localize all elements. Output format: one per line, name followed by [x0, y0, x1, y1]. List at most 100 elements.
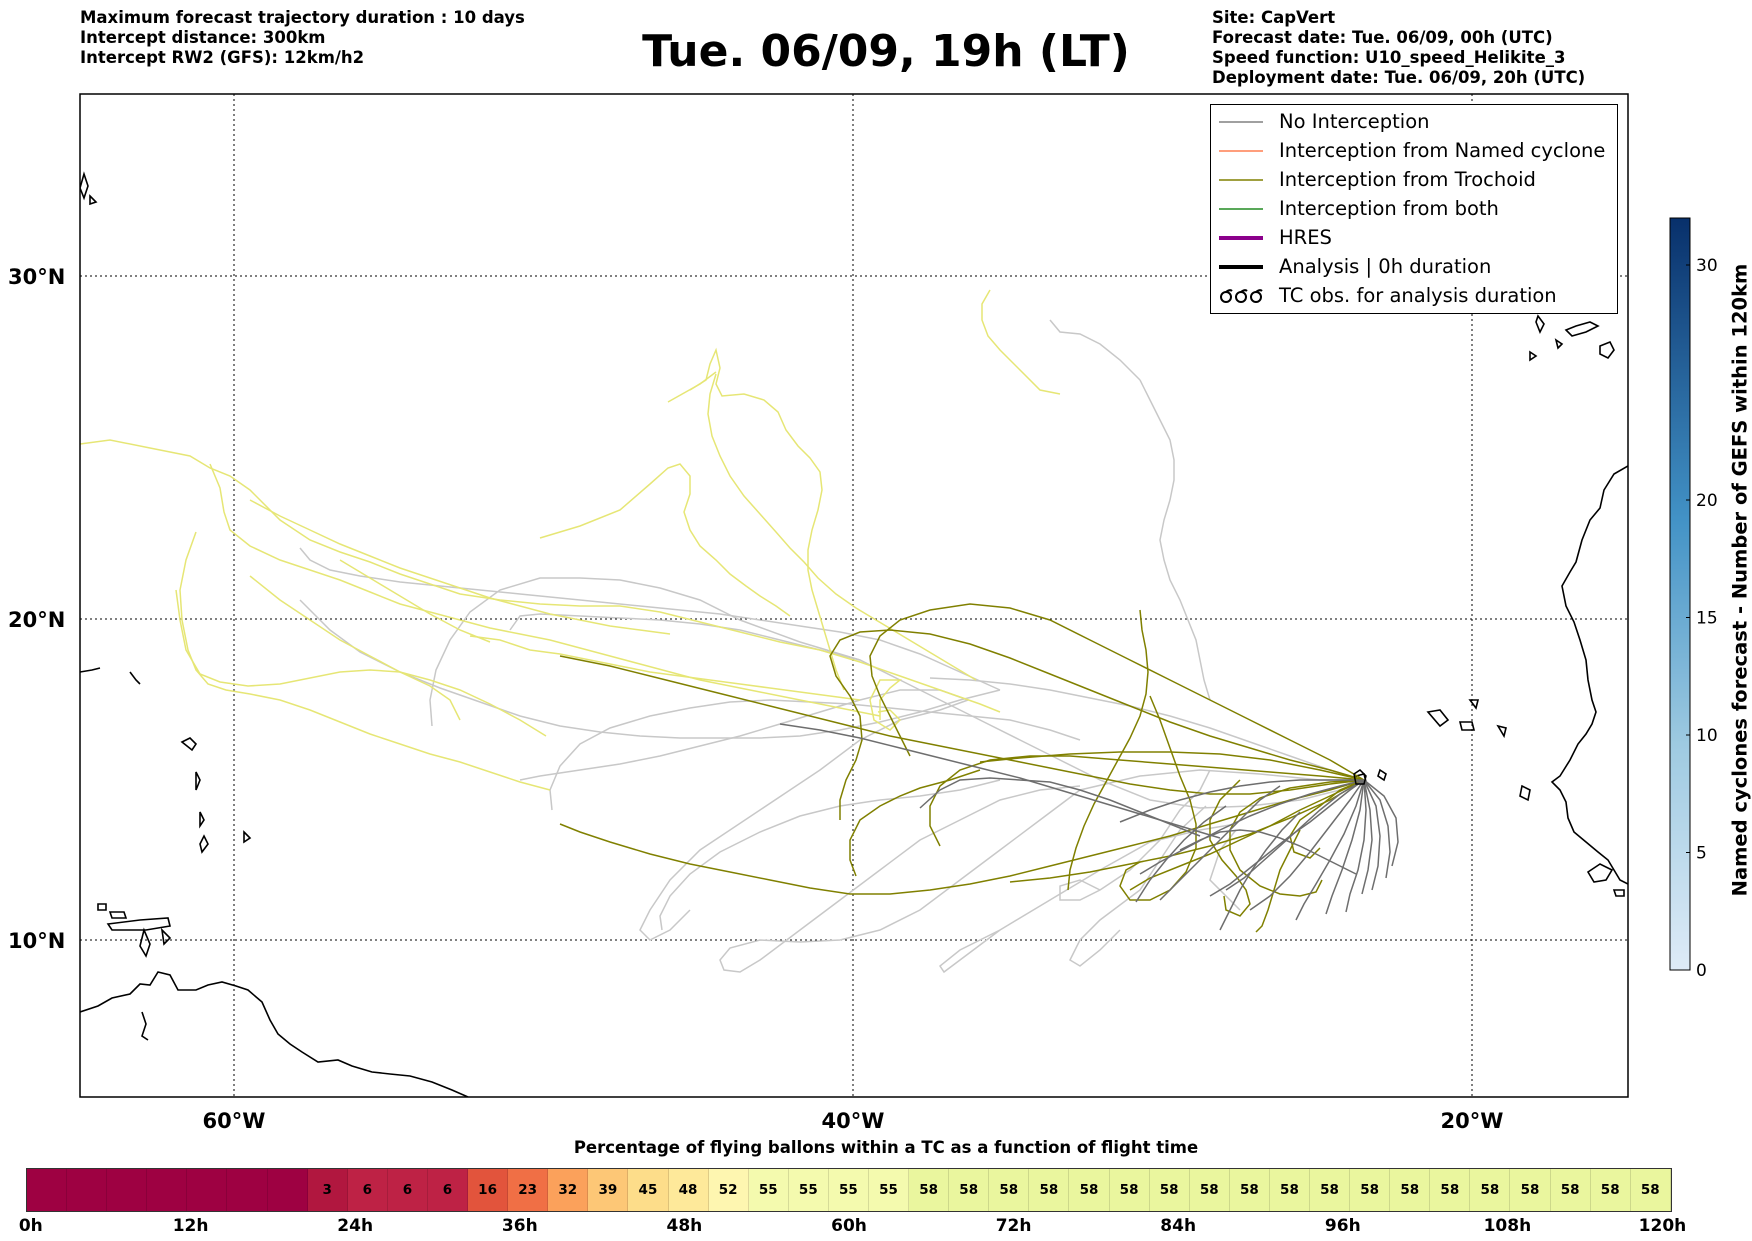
forecast-date-text: Forecast date: Tue. 06/09, 00h (UTC)	[1212, 28, 1553, 47]
colorbar-ticks: 0 5 10 15 20 30	[1686, 256, 1718, 981]
flight-pct-cell: 32	[548, 1169, 589, 1211]
flight-pct-cell: 39	[588, 1169, 629, 1211]
lat-label-30: 30°N	[8, 265, 65, 289]
colorbar-label: Named cyclones forecast - Number of GEFS…	[1728, 263, 1752, 897]
flight-pct-cell: 58	[1630, 1169, 1671, 1211]
flight-pct-cell: 58	[1029, 1169, 1070, 1211]
flight-pct-cell: 48	[668, 1169, 709, 1211]
flight-pct-cell: 16	[468, 1169, 509, 1211]
flight-pct-bar: 3 6 6 6 16 23 32 39 45 48 52 55 55 55 55 58 58 58 58 58 58 58…	[26, 1168, 1672, 1212]
legend-item-analysis: Analysis | 0h duration	[1217, 252, 1491, 281]
flight-pct-cell: 55	[788, 1169, 829, 1211]
flight-time-label: 48h	[666, 1216, 703, 1236]
flight-pct-cell: 58	[1069, 1169, 1110, 1211]
flight-pct-cell: 58	[1390, 1169, 1431, 1211]
legend-label: TC obs. for analysis duration	[1279, 284, 1557, 307]
colorbar-tick-label: 10	[1696, 726, 1718, 746]
flight-pct-cell: 58	[1590, 1169, 1631, 1211]
coastline	[80, 171, 1628, 1097]
flight-pct-cell: 58	[909, 1169, 950, 1211]
colorbar-tick-label: 5	[1696, 844, 1707, 864]
legend-line-no-interception	[1219, 120, 1263, 123]
flight-time-label: 12h	[172, 1216, 209, 1236]
intercept-rw2-text: Intercept RW2 (GFS): 12km/h2	[80, 48, 365, 67]
flight-time-label: 84h	[1160, 1216, 1197, 1236]
lon-label-40w: 40°W	[822, 1109, 885, 1133]
trajectories-no-interception-dark	[779, 723, 1399, 931]
site-text: Site: CapVert	[1212, 8, 1336, 27]
flight-pct-cell	[147, 1169, 188, 1211]
deployment-date-text: Deployment date: Tue. 06/09, 20h (UTC)	[1212, 68, 1586, 87]
flight-pct-cell: 3	[307, 1169, 348, 1211]
flight-pct-cell: 58	[1470, 1169, 1511, 1211]
legend-line-hres	[1219, 235, 1263, 240]
flight-pct-cell	[227, 1169, 268, 1211]
legend-line-named-cyclone	[1219, 149, 1263, 152]
colorbar-tick-label: 20	[1696, 491, 1718, 511]
flight-pct-cell: 52	[708, 1169, 749, 1211]
legend-label: Interception from Named cyclone	[1279, 139, 1606, 162]
flight-time-label: 24h	[337, 1216, 374, 1236]
lat-label-20: 20°N	[8, 608, 65, 632]
flight-time-label: 0h	[18, 1216, 43, 1236]
flight-pct-cell: 58	[1149, 1169, 1190, 1211]
cyclone-colorbar: 0 5 10 15 20 30	[1669, 217, 1718, 981]
legend-item-both: Interception from both	[1217, 194, 1499, 223]
flight-pct-cell: 58	[1109, 1169, 1150, 1211]
max-duration-text: Maximum forecast trajectory duration : 1…	[80, 8, 525, 27]
flight-time-label: 36h	[501, 1216, 538, 1236]
flight-pct-cell: 58	[1430, 1169, 1471, 1211]
legend-label: Analysis | 0h duration	[1279, 255, 1492, 278]
lat-label-10: 10°N	[8, 929, 65, 953]
flight-pct-cell: 6	[387, 1169, 428, 1211]
lon-label-60w: 60°W	[203, 1109, 266, 1133]
page-title: Tue. 06/09, 19h (LT)	[642, 26, 1130, 77]
trajectories-trochoid	[559, 603, 1365, 933]
flight-pct-cell: 58	[1189, 1169, 1230, 1211]
legend-line-analysis	[1219, 264, 1263, 269]
flight-pct-cell	[187, 1169, 228, 1211]
legend-label: Interception from both	[1279, 197, 1499, 220]
flight-time-label: 96h	[1324, 1216, 1361, 1236]
flight-pct-cell	[267, 1169, 308, 1211]
legend-item-trochoid: Interception from Trochoid	[1217, 165, 1536, 194]
flight-pct-cell: 58	[1269, 1169, 1310, 1211]
legend-item-no-interception: No Interception	[1217, 107, 1430, 136]
flight-time-label: 108h	[1483, 1216, 1532, 1236]
flight-pct-cell	[107, 1169, 148, 1211]
legend-label: HRES	[1279, 226, 1332, 249]
flight-pct-cell: 58	[1350, 1169, 1391, 1211]
flight-pct-cell	[67, 1169, 108, 1211]
flight-pct-title: Percentage of flying ballons within a TC…	[573, 1138, 1199, 1157]
legend-label: No Interception	[1279, 110, 1430, 133]
flight-pct-cell: 6	[347, 1169, 388, 1211]
flight-pct-cell: 58	[1310, 1169, 1351, 1211]
flight-time-label: 120h	[1638, 1216, 1687, 1236]
flight-pct-cell: 45	[628, 1169, 669, 1211]
flight-pct-cell: 58	[1550, 1169, 1591, 1211]
flight-time-label: 72h	[995, 1216, 1032, 1236]
flight-pct-cell: 55	[828, 1169, 869, 1211]
trajectories-yellow	[80, 289, 1061, 791]
header-right: Site: CapVert Forecast date: Tue. 06/09,…	[1212, 8, 1585, 88]
intercept-distance-text: Intercept distance: 300km	[80, 28, 326, 47]
colorbar-tick-label: 0	[1696, 961, 1707, 981]
flight-pct-cell: 58	[989, 1169, 1030, 1211]
legend-label: Interception from Trochoid	[1279, 168, 1536, 191]
map-frame	[79, 93, 1629, 1098]
flight-pct-cell	[27, 1169, 68, 1211]
colorbar-tick-label: 15	[1696, 609, 1718, 629]
lon-label-20w: 20°W	[1441, 1109, 1504, 1133]
flight-pct-cell: 58	[1229, 1169, 1270, 1211]
flight-pct-cell: 6	[427, 1169, 469, 1211]
flight-pct-cell: 55	[748, 1169, 789, 1211]
tc-symbol-icon	[1220, 288, 1263, 303]
map-legend: No Interception Interception from Named …	[1210, 104, 1618, 314]
legend-item-tc-obs: TC obs. for analysis duration	[1217, 281, 1557, 310]
legend-line-trochoid	[1219, 178, 1263, 181]
flight-pct-cell: 58	[949, 1169, 990, 1211]
flight-pct-cell: 55	[868, 1169, 910, 1211]
legend-line-both	[1219, 207, 1263, 210]
flight-time-label: 60h	[831, 1216, 867, 1236]
